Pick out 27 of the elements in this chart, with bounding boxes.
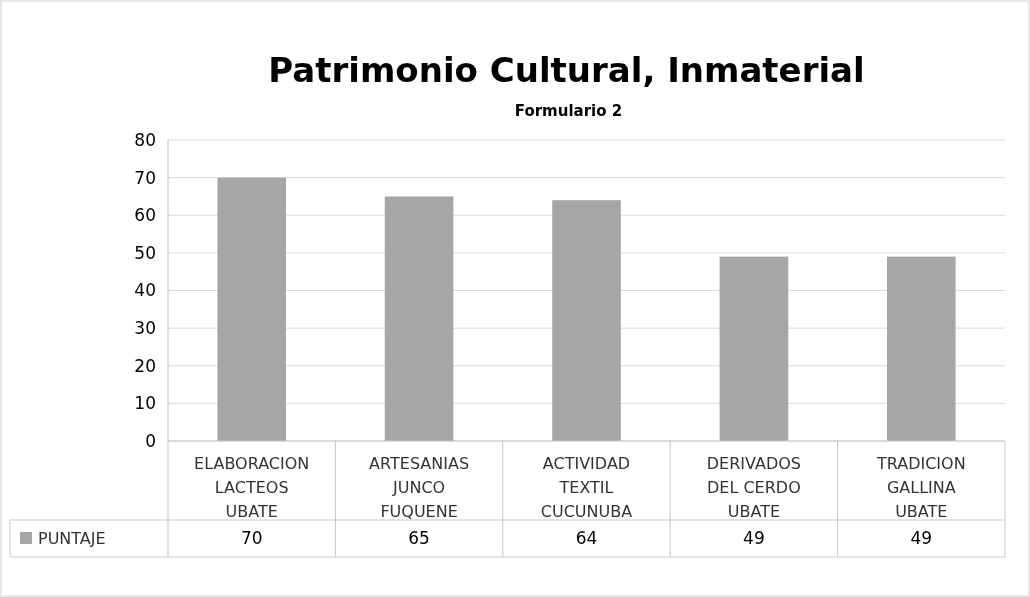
y-tick-label: 80 (134, 129, 156, 150)
chart-title: Patrimonio Cultural, Inmaterial (268, 50, 865, 90)
y-tick-label: 60 (134, 205, 156, 226)
data-label: 49 (743, 527, 765, 548)
legend-label: PUNTAJE (38, 528, 106, 548)
x-tick-label: TRADICION GALLINA UBATE (875, 454, 966, 521)
y-tick-label: 40 (134, 280, 156, 301)
data-label: 65 (408, 527, 430, 548)
data-label: 49 (910, 527, 933, 548)
y-tick-label: 50 (134, 242, 156, 263)
data-label: 70 (240, 527, 263, 548)
bar (886, 256, 956, 441)
bar (719, 256, 789, 441)
y-tick-label: 30 (134, 318, 156, 339)
bar (217, 177, 287, 441)
y-tick-label: 10 (134, 393, 156, 414)
y-tick-label: 20 (134, 355, 156, 376)
chart-subtitle: Formulario 2 (514, 102, 623, 120)
bar (384, 196, 454, 441)
bar (552, 200, 621, 441)
y-tick-label: 70 (134, 167, 156, 188)
x-tick-label: DERIVADOS DEL CERDO UBATE (706, 454, 801, 521)
x-tick-label: ARTESANIAS JUNCO FUQUENE (369, 454, 470, 521)
x-tick-label: ACTIVIDAD TEXTIL CUCUNUBA (540, 454, 633, 521)
y-tick-label: 0 (145, 430, 156, 451)
data-label: 64 (575, 527, 598, 548)
x-tick-label: ELABORACION LACTEOS UBATE (194, 454, 310, 521)
